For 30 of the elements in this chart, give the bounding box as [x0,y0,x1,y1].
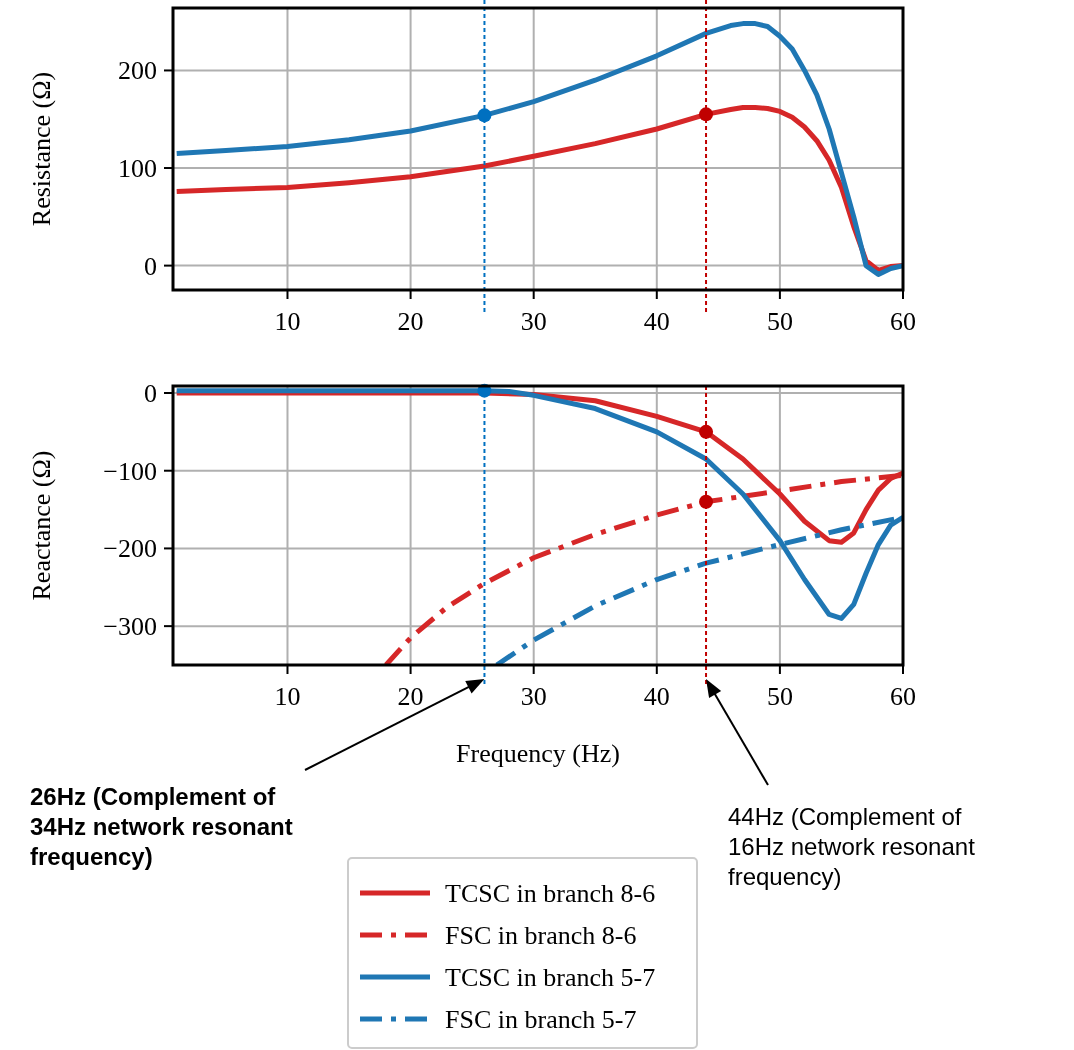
x-axis-title: Frequency (Hz) [456,739,620,768]
point [699,494,714,509]
text: 26Hz (Complement of 34Hz network resonant frequency) [30,783,293,870]
legend-label: FSC in branch 8-6 [445,921,637,950]
x-tick-label: 30 [520,307,547,336]
legend-label: FSC in branch 5-7 [445,1005,637,1034]
y-axis-title: Reactance (Ω) [27,450,56,601]
legend-label: TCSC in branch 5-7 [445,963,656,992]
x-tick-label: 30 [520,682,547,711]
text: 44Hz (Complement of 16Hz network resonant frequency) [728,803,976,890]
x-tick-label: 10 [274,307,301,336]
y-tick-label: 200 [118,56,157,86]
y-axis-title: Resistance (Ω) [27,71,56,227]
legend-label: TCSC in branch 8-6 [445,879,656,908]
x-tick-label: 20 [397,682,424,711]
x-tick-label: 40 [643,307,670,336]
x-tick-label: 60 [890,682,916,711]
y-tick-label: 0 [144,251,157,281]
y-tick-label: 0 [144,378,157,408]
y-tick-label: 100 [118,154,157,184]
x-tick-label: 10 [274,682,301,711]
x-tick-label: 20 [397,307,424,336]
y-tick-label: −200 [103,534,157,564]
point [699,424,714,439]
x-tick-label: 50 [766,682,793,711]
x-tick-label: 50 [766,307,793,336]
x-tick-label: 40 [643,682,670,711]
y-tick-label: −300 [103,612,157,642]
x-tick-label: 60 [890,307,916,336]
y-tick-label: −100 [103,456,157,486]
